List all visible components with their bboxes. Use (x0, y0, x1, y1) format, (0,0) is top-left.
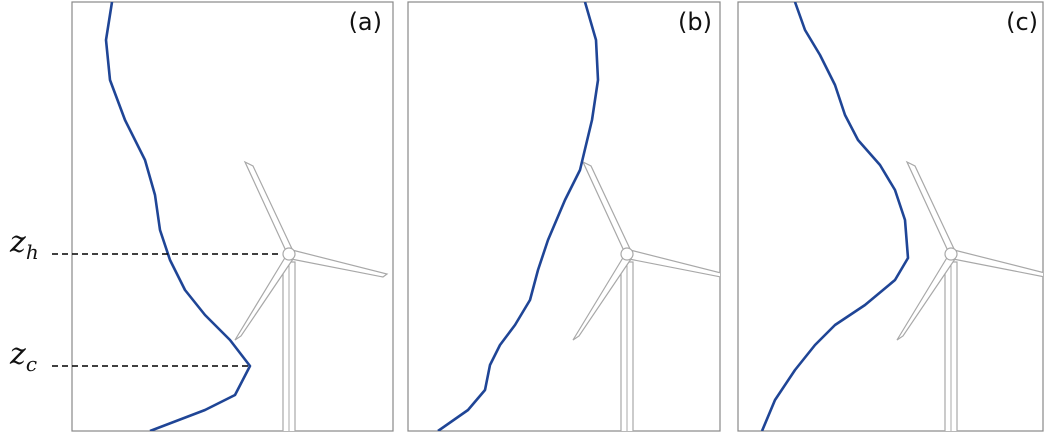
panel-label: (b) (678, 8, 712, 36)
wind-profile (104, 2, 252, 431)
symbol: z (9, 225, 26, 260)
symbol: z (9, 337, 26, 372)
panel-c: (c) (737, 1, 1044, 432)
subscript: c (26, 352, 37, 376)
panel-frame (737, 1, 1044, 432)
panel-label: (a) (349, 8, 382, 36)
panel-a: (a) (71, 1, 394, 432)
panel-frame (407, 1, 721, 432)
panel-label: (c) (1006, 8, 1038, 36)
hub-height-label: zh (9, 225, 39, 264)
panel-frame (71, 1, 394, 432)
wind-profile (760, 2, 910, 431)
subscript: h (26, 240, 39, 264)
panel-b: (b) (407, 1, 721, 432)
wind-profile (437, 2, 600, 431)
jet-height-label: zc (9, 337, 37, 376)
